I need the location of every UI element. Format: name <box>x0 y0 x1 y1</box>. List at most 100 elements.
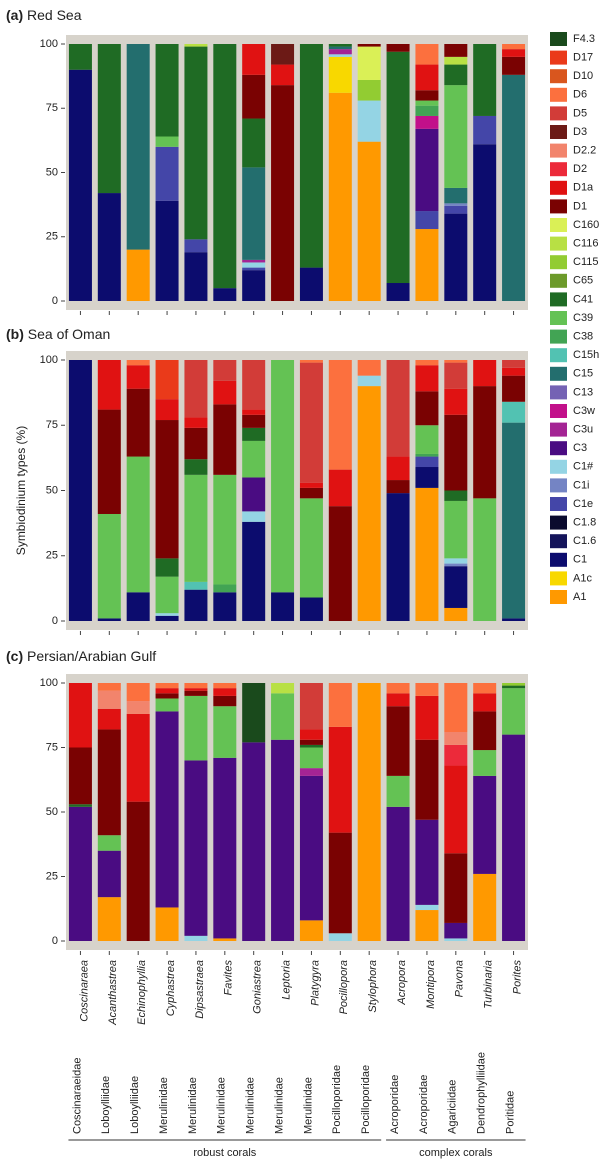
bar-segment <box>386 51 410 284</box>
bar-segment <box>184 581 208 590</box>
bar-segment <box>184 427 208 460</box>
genus-label: Stylophora <box>367 960 379 1013</box>
legend-label: D1a <box>573 182 594 194</box>
bar-segment <box>242 477 266 512</box>
y-tick-label: 75 <box>46 419 58 431</box>
bar-segment <box>242 440 266 478</box>
bar-segment <box>213 360 237 381</box>
bar-segment <box>328 683 352 727</box>
y-tick-label: 100 <box>40 354 58 366</box>
legend-label: C1e <box>573 498 593 510</box>
bar-segment <box>473 360 497 387</box>
bar-segment <box>213 592 237 621</box>
bar-segment <box>97 409 121 514</box>
genus-label: Pavona <box>454 960 466 997</box>
legend-swatch <box>550 69 567 84</box>
panel-name: Red Sea <box>27 7 82 23</box>
bar-segment <box>184 239 208 253</box>
bar-segment <box>97 835 121 851</box>
legend-swatch <box>550 459 567 474</box>
legend-swatch <box>550 255 567 270</box>
genus-label: Porites <box>511 960 523 995</box>
family-label: Acroporidae <box>389 1075 401 1134</box>
bar-segment <box>386 683 410 694</box>
bar-segment <box>155 907 179 941</box>
y-tick-label: 50 <box>46 166 58 178</box>
bar-segment <box>126 592 150 621</box>
legend-label: C1.6 <box>573 535 596 547</box>
y-tick-label: 100 <box>40 677 58 689</box>
bar-segment <box>386 360 410 457</box>
bar-segment <box>502 688 526 735</box>
bar-segment <box>415 391 439 426</box>
bar-segment <box>415 456 439 468</box>
family-label: Pocilloporidae <box>360 1065 372 1134</box>
bar-segment <box>386 493 410 621</box>
bar-segment <box>444 566 468 608</box>
bar-segment <box>68 683 92 748</box>
bar-segment <box>184 360 208 418</box>
bar-segment <box>357 44 381 47</box>
bar-segment <box>502 56 526 75</box>
legend-swatch <box>550 515 567 530</box>
bar-segment <box>415 211 439 230</box>
bar-segment <box>502 375 526 402</box>
bar-segment <box>271 693 295 740</box>
bar-segment <box>242 167 266 260</box>
bar-segment <box>242 683 266 743</box>
bar-segment <box>184 417 208 428</box>
bar-segment <box>357 360 381 376</box>
legend-label: C160 <box>573 219 599 231</box>
bar-segment <box>444 44 468 57</box>
bar-segment <box>271 360 295 593</box>
bar-segment <box>242 44 266 75</box>
family-label: Merulinidae <box>158 1077 170 1134</box>
legend-swatch <box>550 162 567 177</box>
legend-swatch <box>550 87 567 102</box>
bar-segment <box>299 498 323 598</box>
legend-label: C41 <box>573 293 593 305</box>
group-label: robust corals <box>193 1147 256 1159</box>
bar-segment <box>155 399 179 421</box>
bar-segment <box>242 118 266 168</box>
bar-segment <box>155 613 179 616</box>
bar-segment <box>184 690 208 696</box>
legend-swatch <box>550 50 567 65</box>
family-label: Merulinidae <box>216 1077 228 1134</box>
bar-segment <box>155 200 179 301</box>
bar-segment <box>328 44 352 47</box>
bar-segment <box>271 683 295 694</box>
bar-segment <box>184 474 208 582</box>
bar-segment <box>126 249 150 301</box>
bar-segment <box>184 589 208 621</box>
bar-segment <box>415 360 439 366</box>
bar-segment <box>444 683 468 733</box>
bar-segment <box>444 500 468 559</box>
legend-swatch <box>550 404 567 418</box>
genus-label: Platygyra <box>309 960 321 1006</box>
bar-segment <box>213 584 237 593</box>
genus-label: Montipora <box>425 960 437 1009</box>
bar-segment <box>473 144 497 301</box>
bar-segment <box>126 388 150 457</box>
bar-segment <box>444 938 468 941</box>
bar-segment <box>415 453 439 457</box>
legend-label: F4.3 <box>573 33 595 45</box>
bar-segment <box>328 49 352 55</box>
bar-segment <box>444 360 468 363</box>
y-tick-label: 75 <box>46 741 58 753</box>
y-tick-label: 50 <box>46 806 58 818</box>
bar-segment <box>242 427 266 441</box>
bar-segment <box>242 409 266 415</box>
legend-swatch <box>550 180 567 195</box>
bar-segment <box>502 685 526 689</box>
genus-label: Turbinaria <box>483 960 495 1009</box>
y-tick-label: 0 <box>52 295 58 307</box>
bar-segment <box>328 54 352 57</box>
panel-title: (c) Persian/Arabian Gulf <box>6 648 156 664</box>
y-tick-label: 100 <box>40 38 58 50</box>
family-label: Poritidae <box>504 1091 516 1134</box>
bar-segment <box>213 44 237 289</box>
bar-segment <box>299 267 323 301</box>
genus-label: Favites <box>223 960 235 996</box>
